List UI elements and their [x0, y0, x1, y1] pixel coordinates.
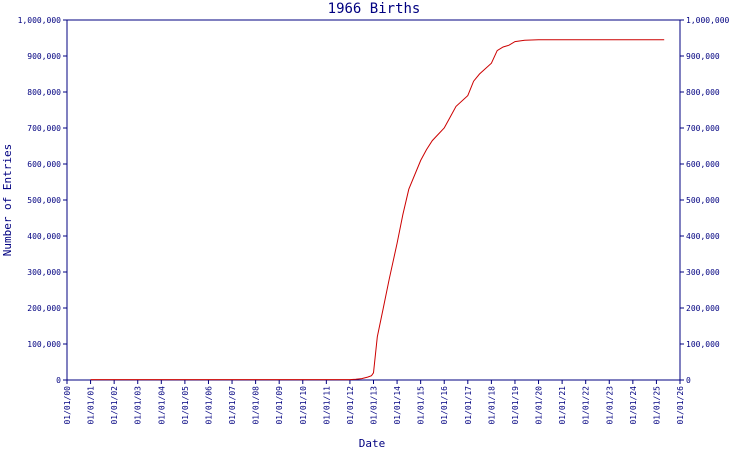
x-tick-label: 01/01/07 — [228, 386, 237, 425]
y-tick-label-right: 500,000 — [686, 196, 720, 205]
y-axis-label: Number of Entries — [1, 144, 14, 257]
x-tick-label: 01/01/25 — [652, 386, 661, 425]
y-tick-label-right: 0 — [686, 376, 691, 385]
x-tick-label: 01/01/17 — [464, 386, 473, 425]
series-line — [90, 39, 665, 381]
y-tick-label-left: 1,000,000 — [18, 16, 62, 25]
y-tick-label-right: 700,000 — [686, 124, 720, 133]
x-axis-label: Date — [359, 437, 386, 450]
y-tick-label-right: 100,000 — [686, 340, 720, 349]
x-tick-label: 01/01/26 — [676, 386, 685, 425]
y-tick-label-right: 1,000,000 — [686, 16, 730, 25]
y-tick-label-left: 0 — [56, 376, 61, 385]
x-tick-label: 01/01/09 — [275, 386, 284, 425]
x-tick-label: 01/01/05 — [181, 386, 190, 425]
y-tick-label-left: 900,000 — [27, 52, 61, 61]
y-tick-label-left: 200,000 — [27, 304, 61, 313]
x-tick-label: 01/01/22 — [582, 386, 591, 425]
x-tick-label: 01/01/02 — [110, 386, 119, 425]
x-tick-label: 01/01/13 — [370, 386, 379, 425]
x-tick-label: 01/01/15 — [417, 386, 426, 425]
chart-title: 1966 Births — [328, 1, 421, 17]
x-tick-label: 01/01/16 — [440, 386, 449, 425]
y-tick-label-right: 200,000 — [686, 304, 720, 313]
x-tick-label: 01/01/23 — [605, 386, 614, 425]
x-ticks: 01/01/00 01/01/01 01/01/02 01/01/03 01/01/04… — [63, 380, 685, 425]
x-tick-label: 01/01/04 — [157, 386, 166, 425]
x-tick-label: 01/01/12 — [346, 386, 355, 425]
x-tick-label: 01/01/24 — [629, 386, 638, 425]
y-tick-label-right: 800,000 — [686, 88, 720, 97]
y-tick-label-right: 300,000 — [686, 268, 720, 277]
x-tick-label: 01/01/06 — [204, 386, 213, 425]
y-tick-label-left: 600,000 — [27, 160, 61, 169]
y-tick-label-left: 400,000 — [27, 232, 61, 241]
x-tick-label: 01/01/10 — [299, 386, 308, 425]
y-tick-label-left: 300,000 — [27, 268, 61, 277]
y-tick-label-right: 600,000 — [686, 160, 720, 169]
y-ticks: 0 0 100,000 100,000 200,000 200,000 300,000 300… — [18, 16, 730, 385]
x-tick-label: 01/01/20 — [535, 386, 544, 425]
x-tick-label: 01/01/19 — [511, 386, 520, 425]
y-tick-label-left: 800,000 — [27, 88, 61, 97]
x-tick-label: 01/01/01 — [87, 386, 96, 425]
plot-frame — [66, 19, 681, 381]
x-tick-label: 01/01/00 — [63, 386, 72, 425]
x-tick-label: 01/01/18 — [487, 386, 496, 425]
y-tick-label-left: 500,000 — [27, 196, 61, 205]
x-tick-label: 01/01/08 — [252, 386, 261, 425]
y-tick-label-right: 400,000 — [686, 232, 720, 241]
y-tick-label-right: 900,000 — [686, 52, 720, 61]
y-tick-label-left: 700,000 — [27, 124, 61, 133]
y-tick-label-left: 100,000 — [27, 340, 61, 349]
x-tick-label: 01/01/03 — [134, 386, 143, 425]
x-tick-label: 01/01/14 — [393, 386, 402, 425]
x-tick-label: 01/01/21 — [558, 386, 567, 425]
x-tick-label: 01/01/11 — [322, 386, 331, 425]
